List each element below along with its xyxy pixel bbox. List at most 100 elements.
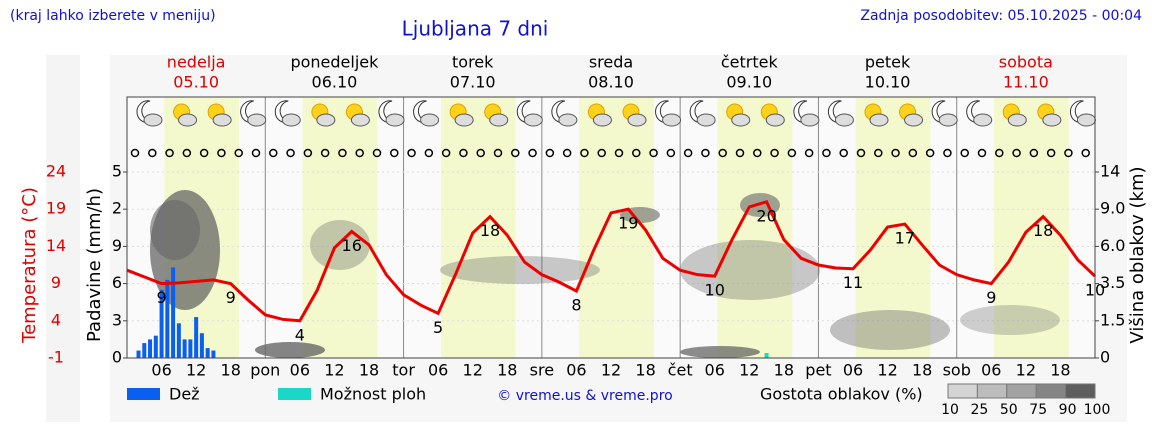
day-date: 11.10 [1003,73,1049,92]
temperature-label: 5 [433,318,443,337]
day-name: ponedeljek [290,53,379,72]
x-tick-label: 06 [290,361,310,380]
cloud-icon [869,113,889,127]
cloud-icon [800,113,820,127]
legend-swatch [127,388,160,400]
cloud-icon [350,113,370,127]
wind-calm [770,148,779,158]
wind-calm [925,148,935,158]
day-date: 10.10 [865,73,911,92]
wind-calm [787,148,797,158]
wind-calm [597,148,606,158]
cloud-icon [212,113,232,127]
day-date: 08.10 [588,73,634,92]
wind-calm [182,148,192,158]
cloud-icon [938,113,958,127]
cloud-legend-tick: 50 [1000,402,1018,418]
cloud-icon [489,113,509,127]
x-tick-label: tor [392,361,415,380]
cloud [150,200,200,260]
wind-calm [562,148,572,158]
precip-bar [142,343,147,358]
temperature-label: 17 [895,229,915,248]
wind-calm [511,148,520,158]
temperature-label: 11 [843,273,863,292]
day-name: sobota [999,53,1053,72]
cloud-legend-swatch [976,383,1008,399]
cloud-icon [247,113,267,127]
x-tick-label: čet [668,361,693,380]
wind-calm [338,148,347,158]
wind-calm [234,148,243,158]
cloud-height-tick-label: 9.0 [1100,199,1125,218]
wind-calm [1046,148,1056,158]
day-name: sreda [589,53,633,72]
x-tick-label: pet [805,361,831,380]
wind-calm [217,148,226,158]
wind-calm [908,148,918,158]
wind-calm [666,148,676,158]
x-tick-label: 18 [1050,361,1070,380]
temp-tick-label: 24 [46,162,66,181]
legend-label: Dež [169,385,200,404]
y-axis-title: Temperatura (°C) [19,187,40,344]
wind-calm [148,148,157,158]
y-axis-title: Padavine (mm/h) [84,188,105,342]
cloud-icon [731,113,751,127]
cloud-legend-tick: 25 [970,402,988,418]
wind-calm [753,148,762,158]
cloud-icon [385,113,405,127]
cloud-icon [523,113,543,127]
wind-calm [735,148,745,158]
hint: (kraj lahko izberete v meniju) [10,8,216,24]
wind-calm [407,148,416,158]
wind-calm [1081,148,1090,158]
cloud-icon [1042,113,1062,127]
wind-calm [632,148,641,158]
precip-bar [199,333,204,358]
wind-calm [355,148,364,158]
wind-calm [683,148,693,158]
precip-bar [171,267,176,358]
precip-bar [182,339,187,358]
x-tick-label: 06 [843,361,863,380]
wind-calm [493,148,503,158]
cloud-legend-swatch [947,383,978,399]
cloud-icon [558,113,578,127]
wind-calm [372,148,382,158]
temperature-label: 8 [571,296,581,315]
wind-calm [441,148,451,158]
cloud [255,342,325,358]
x-tick-label: 12 [1016,361,1036,380]
precip-bar [211,350,216,358]
cloud-height-tick-label: 6.0 [1100,236,1125,255]
cloud [680,240,820,300]
cloud-icon [178,113,198,127]
cloud-legend-tick: 100 [1084,402,1111,418]
wind-calm [424,148,434,158]
plot-frame [126,96,1096,359]
x-tick-label: 06 [981,361,1001,380]
daylight-band [302,97,378,358]
wind-calm [1064,148,1073,158]
x-tick-label: sob [943,361,971,380]
x-tick-label: pon [250,361,280,380]
day-name: torek [452,53,494,72]
cloud-legend-swatch [1006,383,1037,399]
wind-calm [390,148,399,158]
temperature-label: 4 [295,325,305,344]
cloud-icon [904,113,924,127]
wind-calm [528,148,537,158]
day-date: 05.10 [173,73,219,92]
precip-bar [205,348,210,358]
wind-calm [251,148,261,158]
wind-calm [614,148,624,158]
cloud-icon [627,113,647,127]
temperature-label: 9 [156,288,166,307]
title: Ljubljana 7 dni [402,17,549,41]
day-name: petek [865,53,911,72]
side-panel [46,55,80,422]
cloud-legend-title: Gostota oblakov (%) [760,385,923,404]
